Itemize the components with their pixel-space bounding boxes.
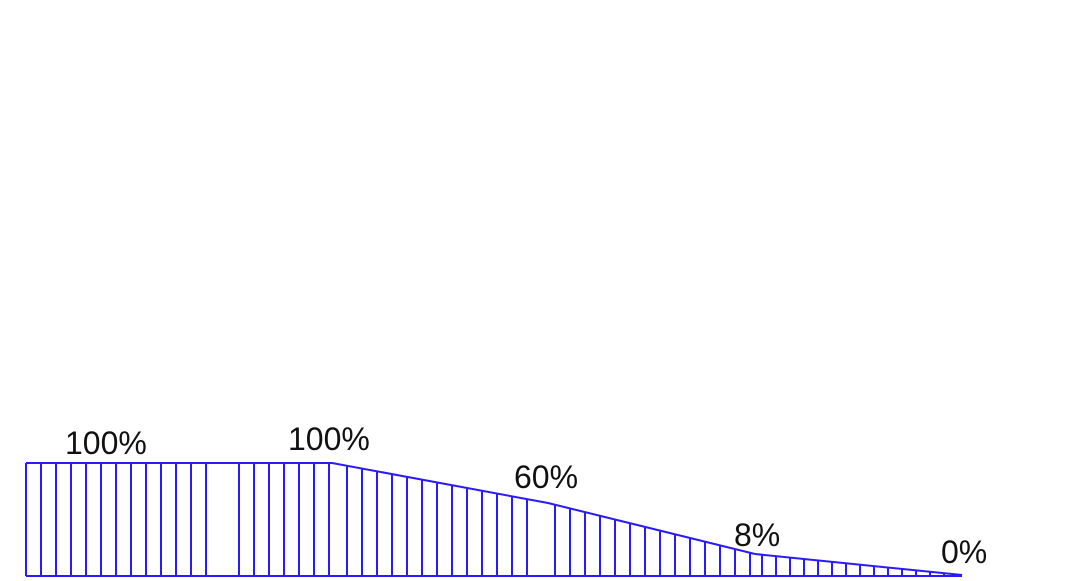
label-p1: 100% (65, 425, 147, 461)
label-p2: 100% (288, 421, 370, 457)
label-p4: 8% (734, 517, 780, 553)
label-p3: 60% (514, 459, 578, 495)
profile-outline (26, 462, 963, 576)
hatch-lines (40, 463, 945, 576)
label-p5: 0% (941, 534, 987, 570)
